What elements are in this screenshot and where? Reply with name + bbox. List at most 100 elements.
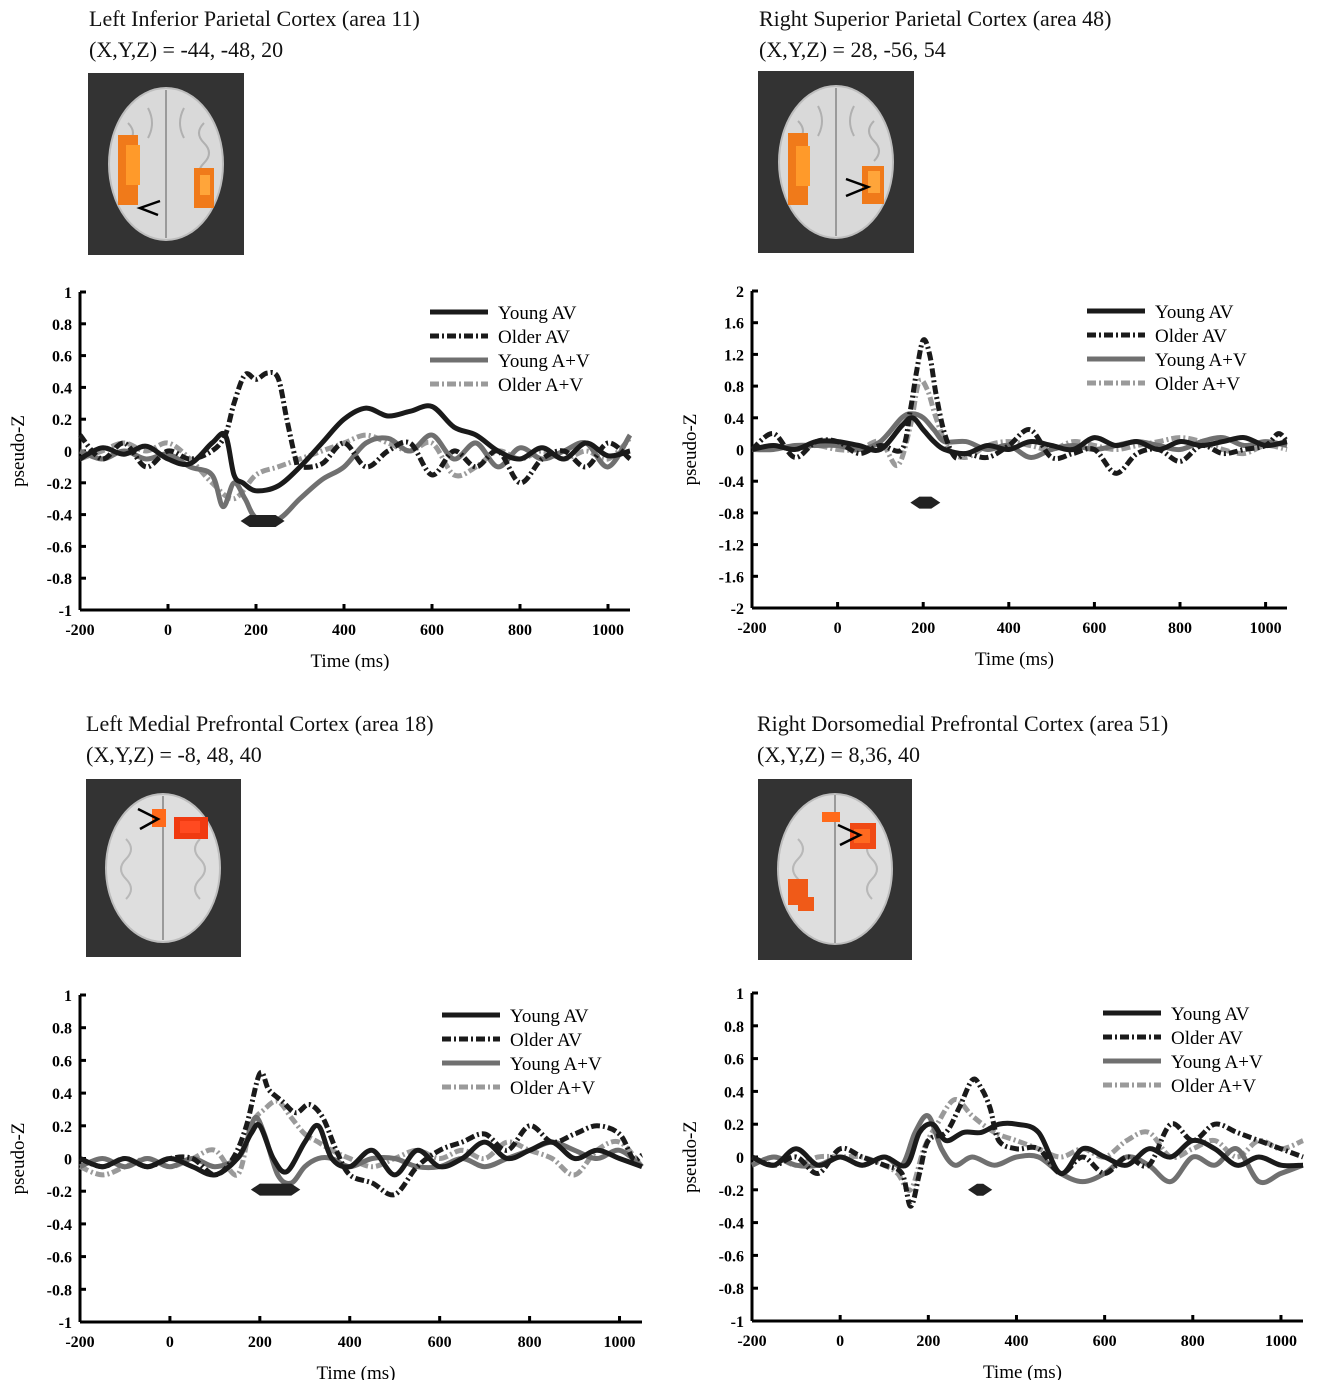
chart-left-inferior-parietal: 1 0.8 0.6 0.4 0.2 0 -0.2 -0.4 -0.6 -0.8 -1 -200 0 200… [8, 285, 633, 672]
panel-right-superior-parietal: Right Superior Parietal Cortex (area 48)… [668, 0, 1336, 690]
x-tick-label: 800 [518, 1334, 542, 1351]
panel-title: Right Superior Parietal Cortex (area 48) [759, 6, 1112, 31]
x-tick-label: 400 [1004, 1333, 1028, 1350]
x-tick-label: -200 [737, 620, 766, 637]
x-tick-label: 1000 [1265, 1333, 1297, 1350]
chart-left-medial-prefrontal: 1 0.8 0.6 0.4 0.2 0 -0.2 -0.4 -0.6 -0.8 -1 -200 0 200… [8, 988, 644, 1380]
y-tick-label: 1 [64, 988, 72, 1005]
significance-marker [240, 514, 285, 527]
chart-right-superior-parietal: 2 1.6 1.2 0.8 0.4 0 -0.4 -0.8 -1.2 -1.6 -2 -200 0 200… [680, 284, 1289, 670]
y-tick-label: 0.4 [52, 1086, 72, 1103]
y-tick-label: -0.8 [719, 506, 744, 523]
x-tick-label: 600 [1093, 1333, 1117, 1350]
x-tick-label: 400 [338, 1334, 362, 1351]
x-tick-label: 800 [1168, 620, 1192, 637]
y-tick-label: -0.8 [47, 571, 72, 588]
legend-label: Young AV [1155, 302, 1234, 323]
panel-title: Right Dorsomedial Prefrontal Cortex (are… [757, 711, 1169, 736]
y-tick-label: -0.8 [719, 1281, 744, 1298]
y-tick-label: -0.4 [47, 508, 72, 525]
x-tick-label: 200 [911, 620, 935, 637]
y-axis-label: pseudo-Z [8, 415, 29, 487]
y-tick-label: -1.2 [719, 538, 744, 555]
panel-coordinates: (X,Y,Z) = -44, -48, 20 [89, 37, 284, 62]
significance-marker [910, 496, 941, 509]
x-tick-label: 600 [420, 622, 444, 639]
y-tick-label: -0.2 [47, 476, 72, 493]
y-tick-label: 0.2 [724, 1117, 744, 1134]
y-tick-label: 0.8 [724, 1019, 744, 1036]
y-tick-label: 0.6 [724, 1052, 744, 1069]
y-tick-label: 0 [64, 444, 72, 461]
y-tick-label: -0.6 [47, 539, 72, 556]
y-tick-label: 0.8 [724, 379, 744, 396]
brain-axial-slice [778, 85, 894, 239]
brain-axial-slice [108, 87, 224, 241]
y-tick-label: -0.8 [47, 1282, 72, 1299]
x-tick-label: 200 [244, 622, 268, 639]
legend-label: Young AV [510, 1006, 589, 1027]
y-tick-label: 2 [736, 284, 744, 301]
brain-axial-slice [105, 793, 221, 943]
series-line-young-av [750, 1120, 1304, 1176]
x-tick-label: 0 [164, 622, 172, 639]
x-tick-label: 800 [508, 622, 532, 639]
y-axis-label: pseudo-Z [8, 1123, 29, 1195]
y-tick-label: -1 [731, 1314, 744, 1331]
x-axis-label: Time (ms) [983, 1362, 1062, 1380]
brain-axial-slice [777, 793, 893, 945]
panel-coordinates: (X,Y,Z) = 28, -56, 54 [759, 37, 946, 62]
legend-label: Older AV [510, 1030, 582, 1051]
series-line-young-av [751, 415, 1288, 457]
y-tick-label: -0.4 [47, 1217, 72, 1234]
legend-label: Older A+V [1155, 374, 1240, 395]
y-tick-label: 0.4 [724, 1084, 744, 1101]
panel-left-inferior-parietal: Left Inferior Parietal Cortex (area 11) … [0, 0, 668, 690]
y-axis-label: pseudo-Z [680, 414, 701, 486]
legend-label: Older AV [1171, 1028, 1243, 1049]
x-tick-label: 1000 [592, 622, 624, 639]
legend-label: Young A+V [498, 351, 590, 372]
x-tick-label: 600 [1082, 620, 1106, 637]
x-tick-label: 400 [332, 622, 356, 639]
panel-left-medial-prefrontal: Left Medial Prefrontal Cortex (area 18) … [0, 690, 668, 1380]
y-tick-label: 0 [736, 1150, 744, 1167]
y-tick-label: 0 [736, 443, 744, 460]
y-tick-label: 0.2 [52, 1119, 72, 1136]
y-tick-label: 1.6 [724, 316, 744, 333]
y-tick-label: 0.6 [52, 349, 72, 366]
y-tick-label: -0.6 [719, 1248, 744, 1265]
panel-right-dorsomedial-prefrontal: Right Dorsomedial Prefrontal Cortex (are… [668, 690, 1336, 1380]
y-tick-label: -1 [59, 603, 72, 620]
legend-label: Young A+V [1155, 350, 1247, 371]
y-tick-label: -0.6 [47, 1250, 72, 1267]
series-line-young-av [79, 1122, 643, 1178]
legend-label: Older AV [1155, 326, 1227, 347]
x-tick-label: 200 [248, 1334, 272, 1351]
legend-label: Older AV [498, 327, 570, 348]
x-tick-label: 0 [836, 1333, 844, 1350]
y-tick-label: -1 [59, 1315, 72, 1332]
x-axis-label: Time (ms) [975, 649, 1054, 670]
y-tick-label: 0.8 [52, 317, 72, 334]
y-tick-label: -1.6 [719, 569, 744, 586]
x-axis-label: Time (ms) [316, 1363, 395, 1380]
y-tick-label: 0.4 [724, 411, 744, 428]
chart-right-dorsomedial-prefrontal: 1 0.8 0.6 0.4 0.2 0 -0.2 -0.4 -0.6 -0.8 -1 -200 0 200… [680, 986, 1304, 1380]
y-tick-label: -0.4 [719, 474, 744, 491]
series-line-young-av [78, 403, 631, 494]
legend-label: Older A+V [510, 1078, 595, 1099]
series-line-young-a-v [79, 1115, 644, 1186]
y-tick-label: 0.2 [52, 412, 72, 429]
panel-title: Left Medial Prefrontal Cortex (area 18) [86, 711, 434, 736]
x-tick-label: 1000 [1250, 620, 1282, 637]
legend-label: Young AV [498, 303, 577, 324]
y-tick-label: 1 [64, 285, 72, 302]
legend-label: Young A+V [510, 1054, 602, 1075]
y-tick-label: 0.6 [52, 1053, 72, 1070]
y-axis-label: pseudo-Z [680, 1121, 701, 1193]
x-tick-label: 400 [997, 620, 1021, 637]
x-tick-label: 800 [1181, 1333, 1205, 1350]
y-tick-label: 0.8 [52, 1021, 72, 1038]
series-line-older-a-v [751, 1097, 1304, 1193]
